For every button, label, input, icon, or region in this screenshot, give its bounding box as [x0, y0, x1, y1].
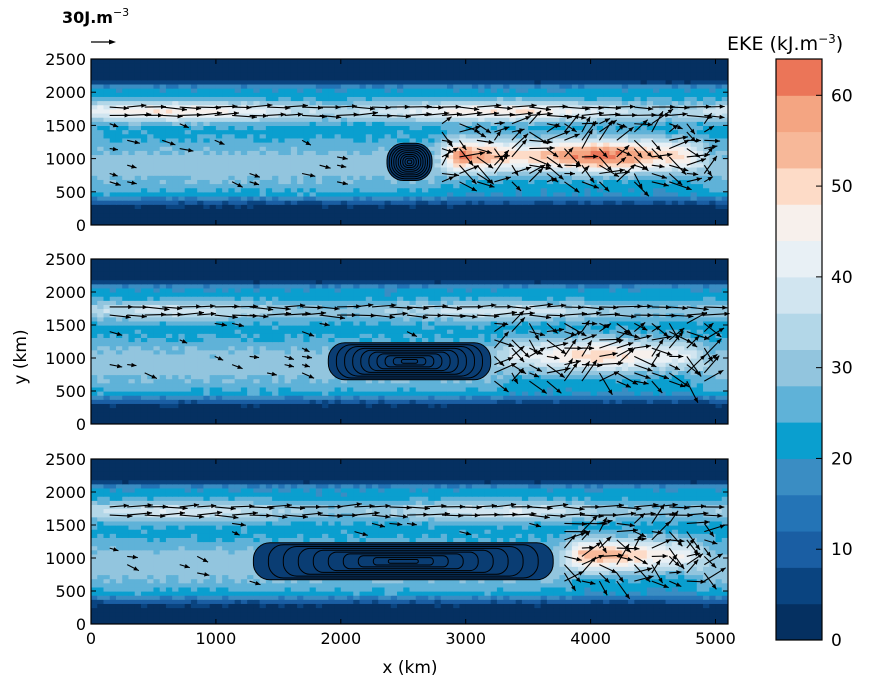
colorbar-tick-label: 10: [831, 540, 853, 560]
colorbar-segment: [776, 167, 822, 205]
colorbar-segment: [776, 494, 822, 532]
colorbar-segment: [776, 385, 822, 423]
y-tick-label: 1500: [45, 516, 86, 535]
panel-frame: [90, 258, 729, 425]
colorbar-segment: [776, 349, 822, 387]
y-tick-label: 1500: [45, 116, 86, 135]
colorbar: 0 10 20 30 40 50 60: [775, 58, 853, 651]
colorbar-segment: [776, 59, 822, 96]
panel-2: 0 500 1000 1500 2000 2500: [45, 250, 730, 434]
colorbar-segment: [776, 531, 822, 568]
y-tick-label: 2000: [45, 283, 86, 302]
colorbar-title: EKE (kJ.m−3): [727, 32, 843, 55]
eke-flux-vectors: [109, 302, 730, 404]
y-axis-label: y (km): [11, 329, 31, 384]
colorbar-segment: [776, 603, 822, 641]
colorbar-segment: [776, 276, 822, 314]
y-tick-label: 2000: [45, 483, 86, 502]
y-tick-label: 1500: [45, 316, 86, 335]
eke-flux-vectors: [109, 502, 726, 600]
panel-1: 0 500 1000 1500 2000 2500: [45, 50, 729, 235]
x-tick-label: 5000: [695, 629, 736, 648]
panel-3: 0 500 1000 1500 2000 2500 0 1000 2000 3000 4000 500…: [45, 450, 736, 648]
y-tick-label: 2000: [45, 83, 86, 102]
colorbar-tick-label: 20: [831, 449, 853, 469]
y-tick-label: 2500: [45, 50, 86, 69]
eke-field: [91, 459, 728, 624]
panel-frame: [90, 58, 729, 226]
colorbar-segment: [776, 422, 822, 459]
reference-vector-arrow: [91, 39, 116, 45]
obstacle-contours: [252, 542, 554, 581]
y-tick-label: 0: [76, 216, 86, 235]
y-tick-label: 500: [55, 582, 86, 601]
reference-vector-label: 30J.m−3: [62, 6, 129, 27]
colorbar-segment: [776, 95, 822, 133]
colorbar-segment: [776, 204, 822, 242]
eke-field: [91, 259, 728, 424]
colorbar-segment: [776, 313, 822, 350]
colorbar-segment: [776, 131, 822, 169]
eke-field: [91, 59, 728, 225]
colorbar-tick-label: 60: [831, 86, 853, 106]
x-tick-label: 4000: [570, 629, 611, 648]
y-tick-label: 2500: [45, 450, 86, 469]
colorbar-tick-label: 30: [831, 359, 853, 379]
x-tick-label: 0: [86, 629, 96, 648]
obstacle-contours: [386, 142, 433, 182]
y-tick-label: 500: [55, 382, 86, 401]
obstacle-contours: [327, 342, 492, 381]
y-tick-label: 2500: [45, 250, 86, 269]
x-tick-label: 1000: [196, 629, 237, 648]
y-tick-label: 0: [76, 415, 86, 434]
colorbar-tick-label: 0: [831, 631, 842, 651]
colorbar-tick-label: 50: [831, 177, 853, 197]
y-tick-label: 1000: [45, 150, 86, 169]
colorbar-segment: [776, 240, 822, 278]
y-tick-label: 1000: [45, 549, 86, 568]
y-tick-label: 500: [55, 183, 86, 202]
eke-flux-vectors: [109, 103, 725, 197]
panel-frame: [90, 458, 729, 625]
colorbar-tick-label: 40: [831, 268, 853, 288]
colorbar-segment: [776, 458, 822, 496]
x-tick-label: 2000: [320, 629, 361, 648]
y-tick-label: 0: [76, 615, 86, 634]
x-tick-label: 3000: [445, 629, 486, 648]
colorbar-segment: [776, 567, 822, 605]
y-tick-label: 1000: [45, 349, 86, 368]
x-axis-label: x (km): [382, 658, 437, 677]
